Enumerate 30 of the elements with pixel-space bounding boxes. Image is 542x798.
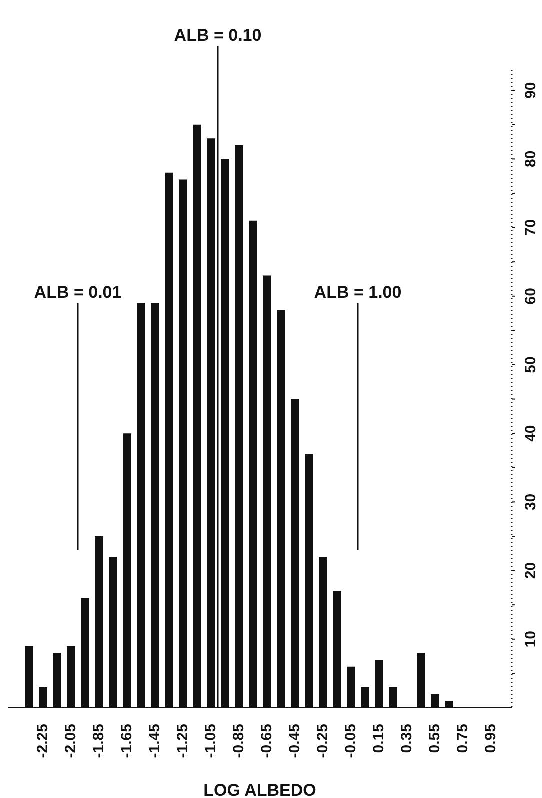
x-tick-label: -1.85 xyxy=(90,724,108,758)
x-tick-label: 0.75 xyxy=(454,724,472,754)
x-tick-label: -1.05 xyxy=(202,724,220,758)
y-tick-label: 70 xyxy=(522,219,540,236)
x-tick-label: -0.85 xyxy=(230,724,248,758)
y-tick-label: 50 xyxy=(522,356,540,374)
y-tick-label: 60 xyxy=(522,288,540,305)
x-tick-label: 0.35 xyxy=(398,724,416,754)
x-axis-title: LOG ALBEDO xyxy=(204,781,316,798)
x-tick-label: -0.25 xyxy=(314,724,332,758)
y-tick-label: 40 xyxy=(522,425,540,442)
x-tick-label: -1.25 xyxy=(174,724,192,758)
x-tick-label: 0.15 xyxy=(370,724,388,754)
x-tick-label: 0.95 xyxy=(482,724,500,754)
x-tick-label: 0.55 xyxy=(426,724,444,754)
annotation: ALB = 0.01 xyxy=(34,283,122,302)
y-tick-label: 10 xyxy=(522,631,540,648)
x-tick-label: -0.45 xyxy=(286,724,304,758)
x-tick-label: -2.25 xyxy=(34,724,52,758)
x-tick-label: -1.45 xyxy=(146,724,164,758)
x-tick-label: -0.05 xyxy=(342,724,360,758)
x-tick-label: -0.65 xyxy=(258,724,276,758)
y-tick-label: 80 xyxy=(522,150,540,168)
y-tick-label: 20 xyxy=(522,562,540,580)
text: ALB = 0.10 xyxy=(174,26,262,45)
y-tick-label: 90 xyxy=(522,82,540,99)
y-tick-label: 30 xyxy=(522,494,540,511)
x-tick-label: -2.05 xyxy=(62,724,80,758)
x-tick-label: -1.65 xyxy=(118,724,136,758)
annotation: ALB = 1.00 xyxy=(314,283,402,302)
